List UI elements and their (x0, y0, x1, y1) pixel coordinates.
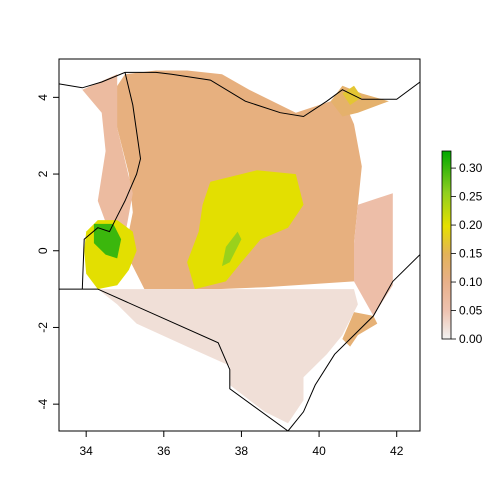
x-tick-label: 36 (157, 444, 171, 458)
colorbar-tick-label: 0.25 (459, 190, 483, 204)
raster-region-2 (354, 193, 393, 316)
y-tick-label: -4 (36, 398, 50, 409)
raster-region-3 (330, 85, 389, 117)
colorbar-ramp (441, 150, 452, 340)
x-tick-label: 42 (390, 444, 404, 458)
colorbar-tick-label: 0.20 (459, 218, 483, 232)
colorbar-tick-label: 0.05 (459, 304, 483, 318)
raster-region-4 (342, 85, 362, 105)
y-tick-label: -2 (36, 322, 50, 333)
colorbar-tick-label: 0.10 (459, 275, 483, 289)
x-tick-label: 40 (312, 444, 326, 458)
colorbar-tick-label: 0.15 (459, 247, 483, 261)
colorbar-tick-label: 0.30 (459, 161, 483, 175)
border-line-2 (59, 288, 289, 431)
raster-region-1 (82, 74, 133, 244)
x-tick-label: 34 (79, 444, 93, 458)
border-line-3 (287, 254, 420, 431)
colorbar-tick-label: 0.00 (459, 332, 483, 346)
raster-region-8 (93, 223, 122, 259)
y-tick-label: 0 (36, 247, 50, 254)
raster-region-5 (187, 170, 304, 290)
border-line-1 (81, 72, 142, 290)
raster-region-10 (97, 289, 358, 424)
plot-frame (58, 58, 421, 432)
raster-region-6 (222, 231, 242, 267)
y-tick-label: 4 (36, 94, 50, 101)
y-axis: 4 2 0 -2 -4 (36, 94, 59, 409)
x-axis: 34 36 38 40 42 (79, 431, 404, 458)
colorbar-legend: 0.00 0.05 0.10 0.15 0.20 0.25 0.30 (441, 150, 483, 346)
y-tick-label: 2 (36, 170, 50, 177)
border-line-0 (59, 71, 420, 118)
country-borders (59, 71, 420, 431)
raster-layer (82, 70, 393, 424)
x-tick-label: 38 (235, 444, 249, 458)
